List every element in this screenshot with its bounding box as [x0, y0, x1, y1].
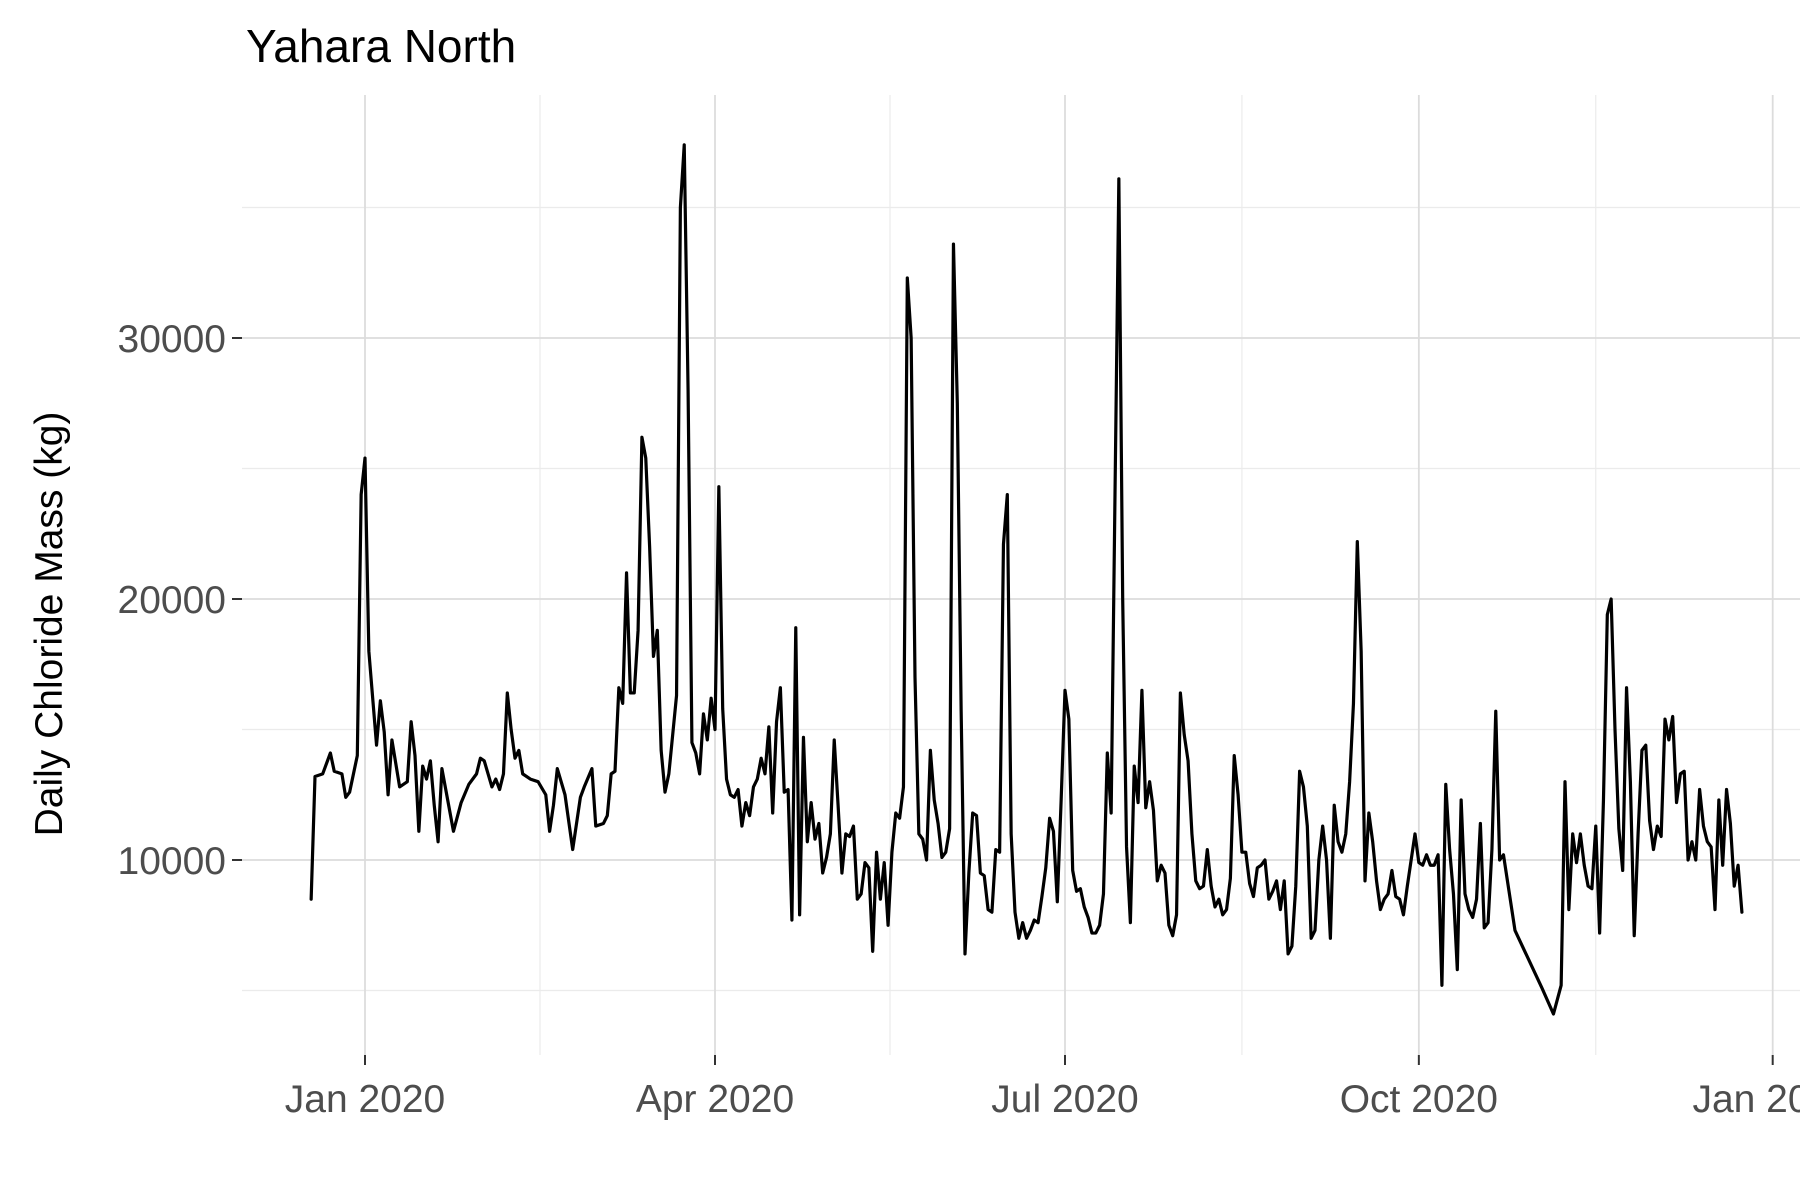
x-tick-label: Jan 2021: [1692, 1078, 1800, 1121]
major-x-gridlines: [364, 95, 1774, 1055]
major-y-gridlines: [242, 337, 1800, 861]
y-axis-title: Daily Chloride Mass (kg): [28, 412, 71, 837]
x-axis: Jan 2020 Apr 2020 Jul 2020 Oct 2020 Jan 2021: [285, 1055, 1800, 1121]
y-tick-label: 30000: [118, 318, 226, 361]
chart-title: Yahara North: [246, 20, 516, 72]
y-tick-label: 10000: [118, 840, 226, 883]
series-layer: [309, 143, 1744, 1016]
y-axis: 10000 20000 30000: [118, 318, 242, 883]
minor-y-gridlines: [242, 206, 1800, 992]
x-tick-label: Jan 2020: [285, 1078, 445, 1121]
series-line: [309, 143, 1744, 1016]
x-tick-label: Oct 2020: [1340, 1078, 1498, 1121]
minor-x-gridlines: [539, 95, 1597, 1055]
y-tick-label: 20000: [118, 579, 226, 622]
x-tick-label: Jul 2020: [991, 1078, 1138, 1121]
x-tick-label: Apr 2020: [636, 1078, 794, 1121]
